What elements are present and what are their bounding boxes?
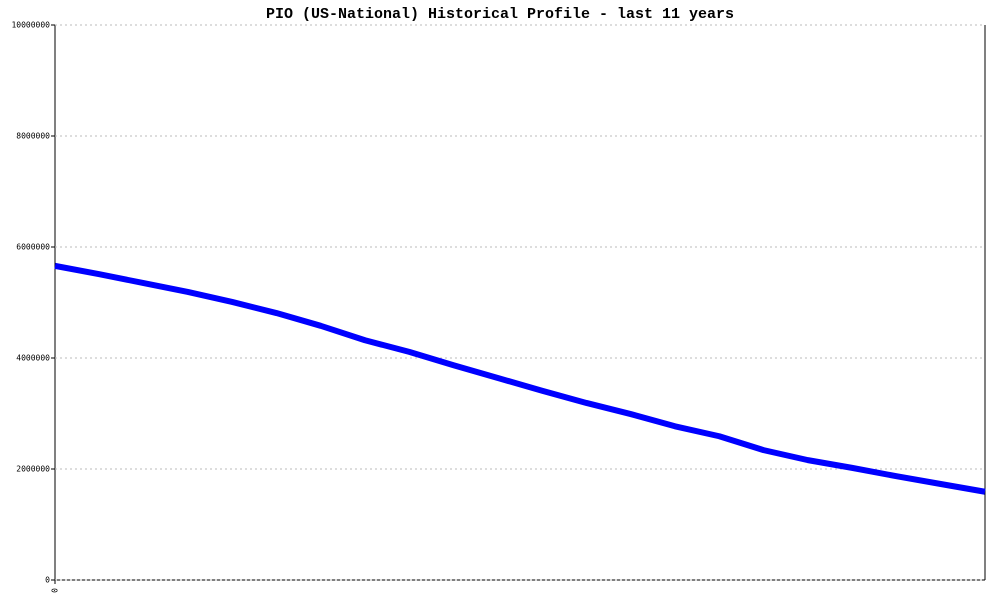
y-tick-label: 2000000 [16, 465, 50, 474]
y-tick-label: 10000000 [11, 21, 50, 30]
x-tick-label: 0 [51, 588, 60, 593]
data-line [54, 262, 986, 495]
y-tick-label: 6000000 [16, 243, 50, 252]
y-tick-label: 8000000 [16, 132, 50, 141]
y-tick-label: 0 [45, 576, 50, 585]
y-tick-label: 4000000 [16, 354, 50, 363]
chart-title: PIO (US-National) Historical Profile - l… [266, 6, 734, 23]
